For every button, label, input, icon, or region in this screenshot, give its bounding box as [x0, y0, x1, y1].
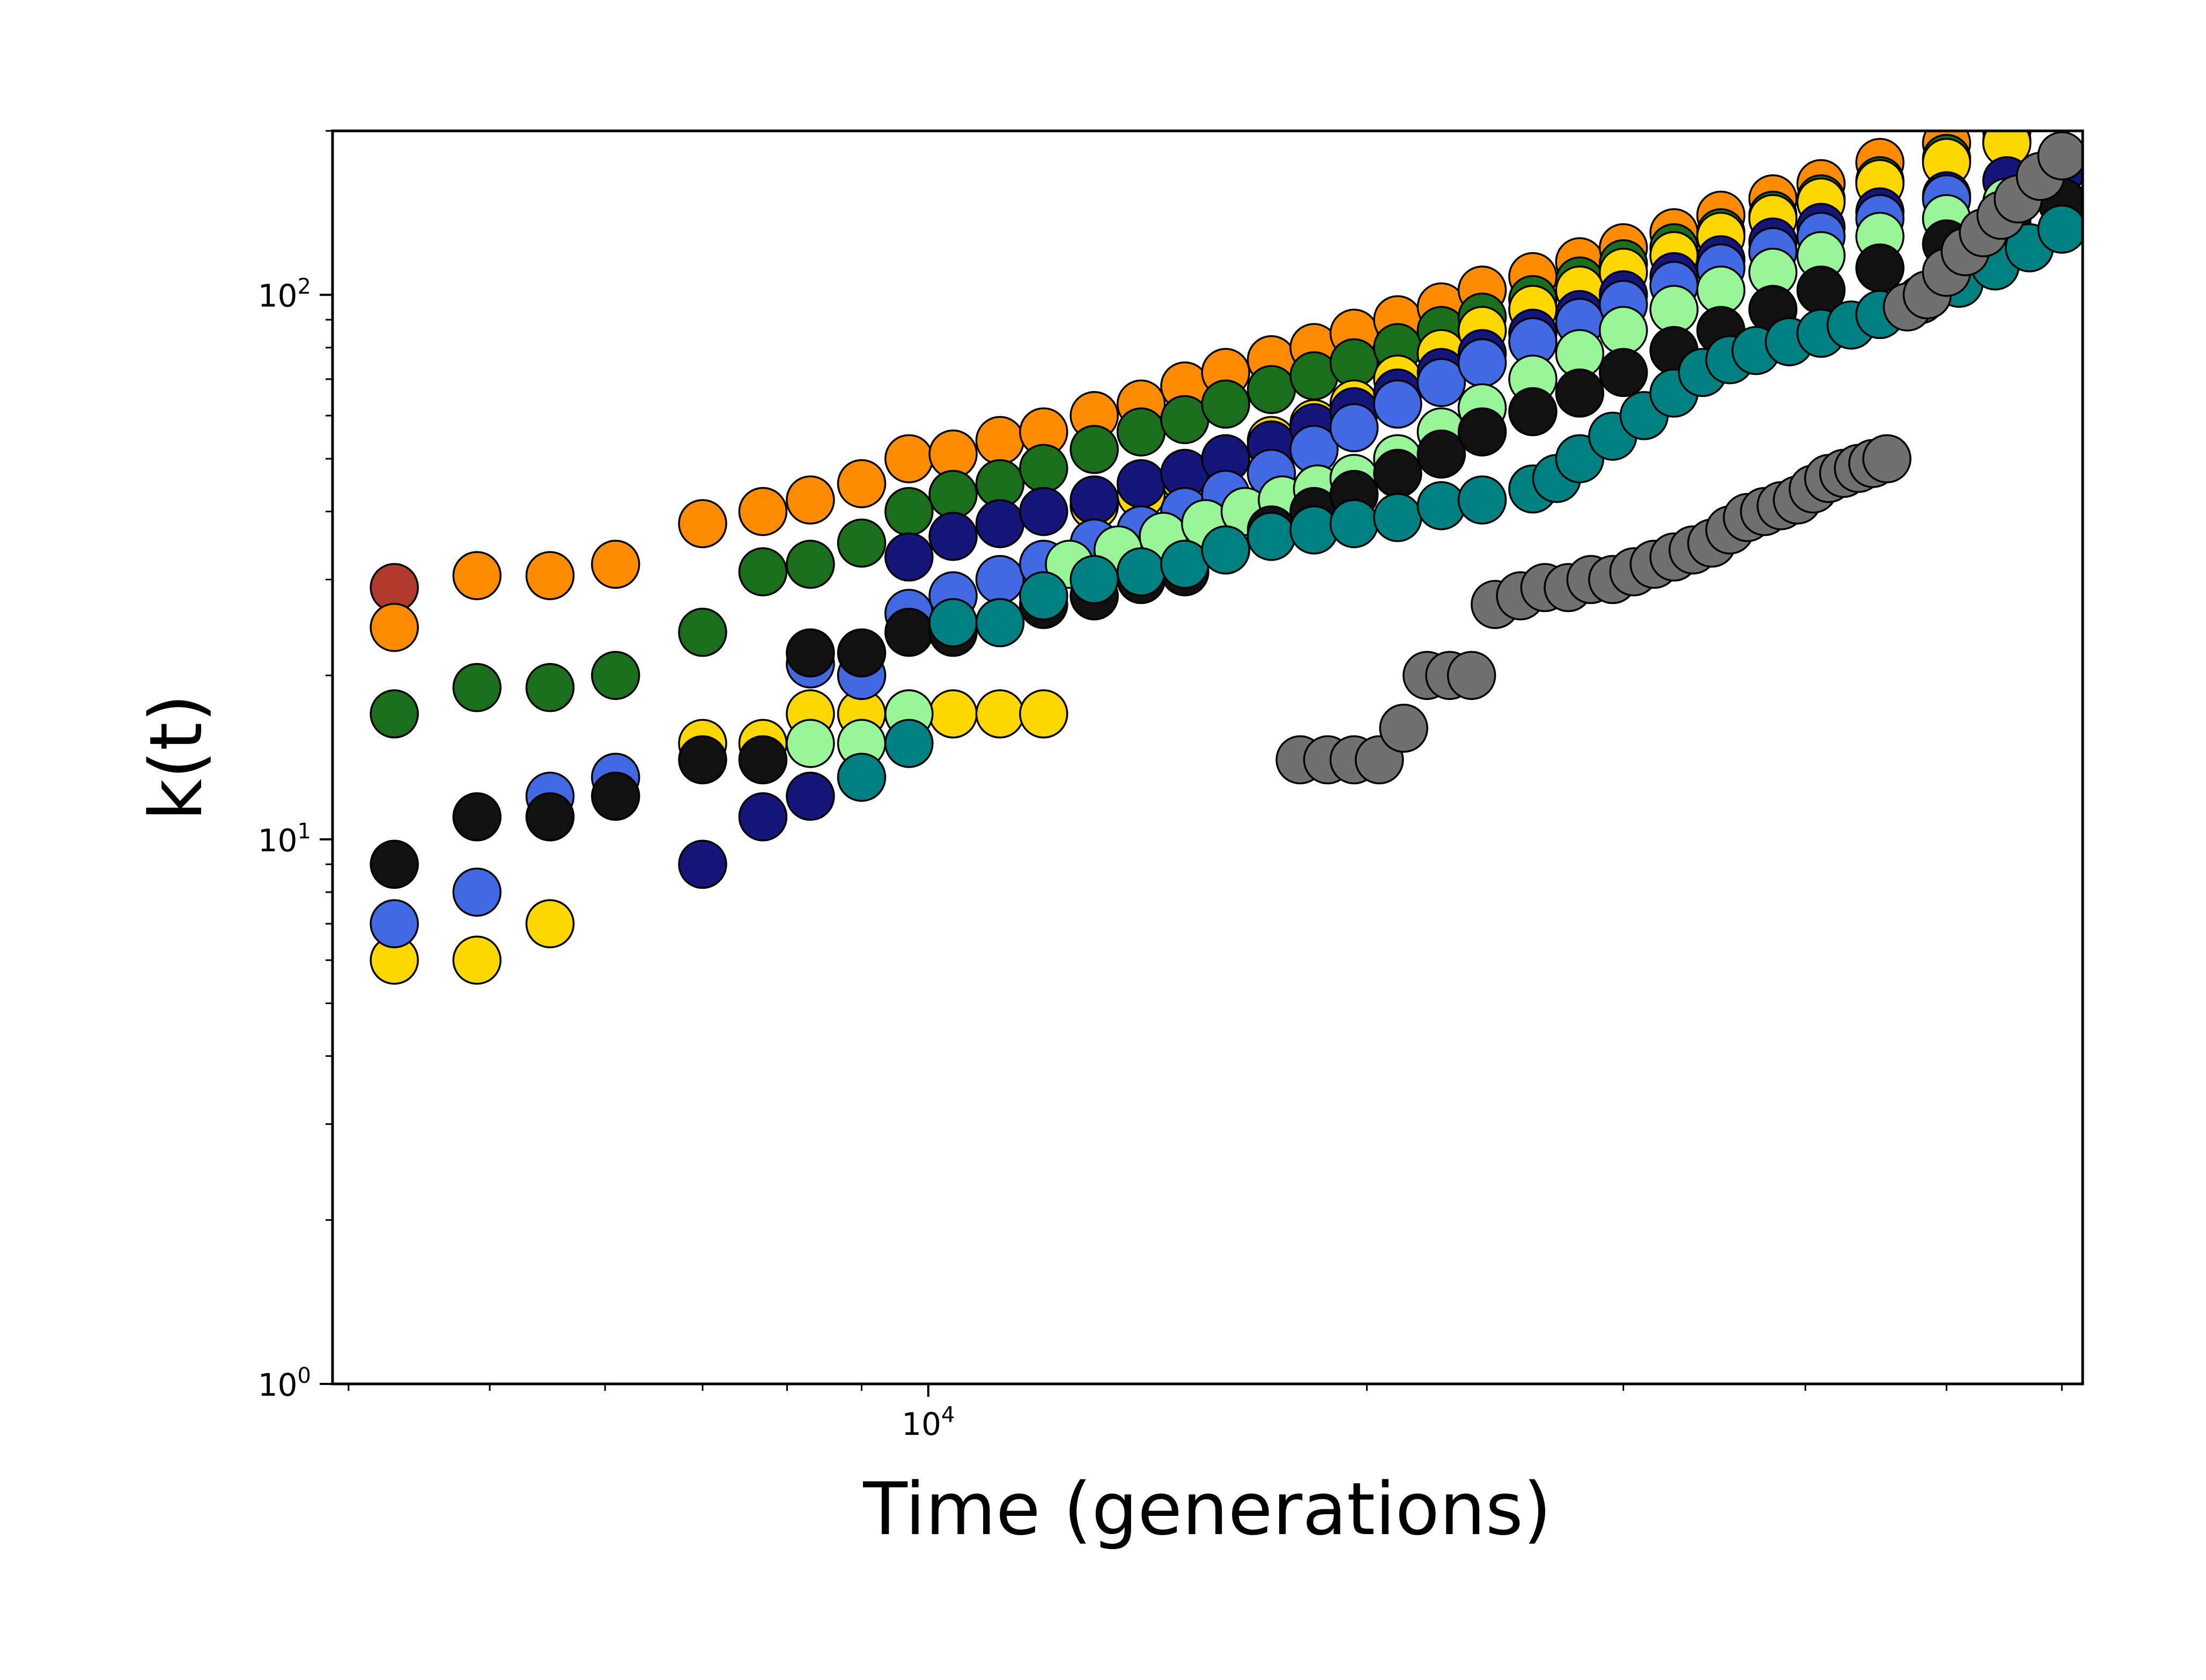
data-point-s1-p1	[452, 551, 502, 600]
data-point-s3-p8	[928, 689, 978, 739]
data-point-s2-p9	[928, 469, 978, 519]
data-point-s3-p1	[452, 935, 502, 985]
data-point-s7-p4	[678, 735, 727, 785]
data-point-s8-p6	[1116, 547, 1166, 596]
data-point-s4-p2	[786, 771, 835, 821]
data-point-s7-p2	[525, 792, 575, 842]
data-point-s4-p0	[678, 839, 727, 889]
data-point-s7-p29	[1855, 243, 1905, 293]
data-point-s7-p5	[738, 735, 788, 785]
data-point-s8-p2	[928, 598, 978, 647]
data-point-s7-p1	[452, 792, 502, 842]
data-point-s2-p12	[1069, 425, 1119, 474]
data-point-s4-p1	[738, 792, 788, 842]
data-point-s7-p20	[1416, 429, 1466, 479]
data-point-s2-p16	[1246, 365, 1296, 414]
data-point-s4-p5	[928, 512, 978, 561]
data-point-s1-p0	[370, 602, 419, 652]
data-point-s8-p11	[1329, 499, 1379, 548]
data-point-s2-p3	[591, 651, 640, 700]
plot-frame	[331, 129, 2084, 1386]
data-point-s4-p6	[975, 499, 1025, 548]
data-point-s8-p1	[884, 719, 934, 768]
data-point-s2-p6	[786, 540, 835, 589]
data-point-s7-p21	[1457, 407, 1507, 456]
data-point-s1-p3	[591, 540, 640, 589]
data-point-s7-p24	[1598, 348, 1648, 397]
data-point-s2-p13	[1116, 407, 1166, 456]
data-point-s5-p18	[1416, 358, 1466, 407]
data-point-s9-p38	[2037, 131, 2083, 181]
data-point-s7-p3	[591, 771, 640, 821]
data-point-s7-p6	[786, 628, 835, 677]
data-point-s7-p22	[1508, 387, 1558, 437]
data-point-s7-p0	[370, 839, 419, 889]
data-point-s8-p32	[2037, 204, 2083, 254]
data-point-s9-p7	[1447, 651, 1496, 700]
data-point-s4-p9	[1116, 459, 1166, 509]
x-axis-title: Time (generations)	[862, 1467, 1551, 1551]
data-point-s4-p4	[884, 532, 934, 582]
data-point-s2-p5	[738, 547, 788, 596]
data-point-s4-p8	[1069, 475, 1119, 525]
data-point-s8-p0	[837, 753, 887, 802]
data-point-s2-p7	[837, 518, 887, 568]
data-point-s2-p2	[525, 663, 575, 712]
data-point-s5-p8	[975, 555, 1025, 605]
data-point-s1-p5	[738, 487, 788, 536]
data-point-s1-p7	[837, 459, 887, 509]
data-point-s2-p8	[884, 487, 934, 536]
ticks-layer: 100 101 102 104	[258, 130, 2063, 1442]
data-point-s5-p1	[452, 867, 502, 917]
y-tick-label: 100	[258, 1364, 311, 1403]
data-point-s3-p2	[525, 899, 575, 948]
points-layer	[370, 131, 2083, 985]
data-point-s8-p3	[975, 598, 1025, 647]
data-point-s8-p12	[1373, 493, 1422, 542]
data-point-s1-p6	[786, 475, 835, 525]
data-point-s8-p4	[1019, 571, 1068, 621]
y-tick-label: 101	[258, 819, 311, 859]
data-point-s1-p4	[678, 499, 727, 548]
data-point-s5-p19	[1457, 338, 1507, 388]
data-point-s2-p15	[1201, 379, 1250, 429]
data-point-s1-p10	[975, 416, 1025, 466]
data-point-s7-p23	[1555, 369, 1605, 418]
data-point-s5-p16	[1329, 403, 1379, 453]
data-point-s2-p0	[370, 689, 419, 739]
data-point-s5-p0	[370, 899, 419, 948]
data-point-s5-p17	[1373, 379, 1422, 429]
data-point-s7-p8	[884, 608, 934, 657]
data-point-s4-p7	[1019, 487, 1068, 536]
data-point-s8-p9	[1246, 512, 1296, 561]
data-point-s6-p17	[1649, 285, 1699, 334]
data-point-s2-p4	[678, 608, 727, 657]
data-point-s8-p14	[1457, 475, 1507, 525]
y-tick-label: 102	[258, 275, 311, 314]
data-point-s8-p13	[1416, 481, 1466, 530]
data-point-s6-p16	[1598, 306, 1648, 355]
data-point-s6-p0	[786, 719, 835, 768]
data-point-s8-p5	[1069, 555, 1119, 605]
data-point-s2-p18	[1329, 338, 1379, 388]
x-tick-label: 104	[902, 1403, 955, 1442]
data-point-s3-p10	[1019, 689, 1068, 739]
data-point-s8-p8	[1201, 525, 1250, 574]
data-point-s7-p19	[1373, 448, 1422, 498]
data-point-s2-p11	[1019, 444, 1068, 493]
data-point-s1-p8	[884, 434, 934, 483]
data-point-s3-p9	[975, 689, 1025, 739]
data-point-s7-p7	[837, 628, 887, 677]
data-point-s2-p1	[452, 663, 502, 712]
data-point-s9-p29	[1862, 434, 1912, 483]
y-axis-title: k(t)	[134, 694, 218, 821]
data-point-s9-p4	[1379, 703, 1428, 753]
data-point-s1-p2	[525, 551, 575, 600]
